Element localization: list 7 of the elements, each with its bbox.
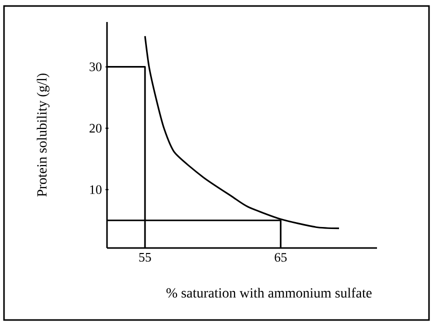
y-axis-title: Protein solubility (g/l) <box>36 74 50 197</box>
y-tick-label: 10 <box>90 185 102 194</box>
x-axis-title: % saturation with ammonium sulfate <box>166 288 372 298</box>
x-tick-label: 55 <box>139 253 151 262</box>
y-tick-label: 30 <box>90 62 102 72</box>
y-tick-label: 20 <box>90 124 102 133</box>
x-tick-label: 65 <box>274 253 287 262</box>
